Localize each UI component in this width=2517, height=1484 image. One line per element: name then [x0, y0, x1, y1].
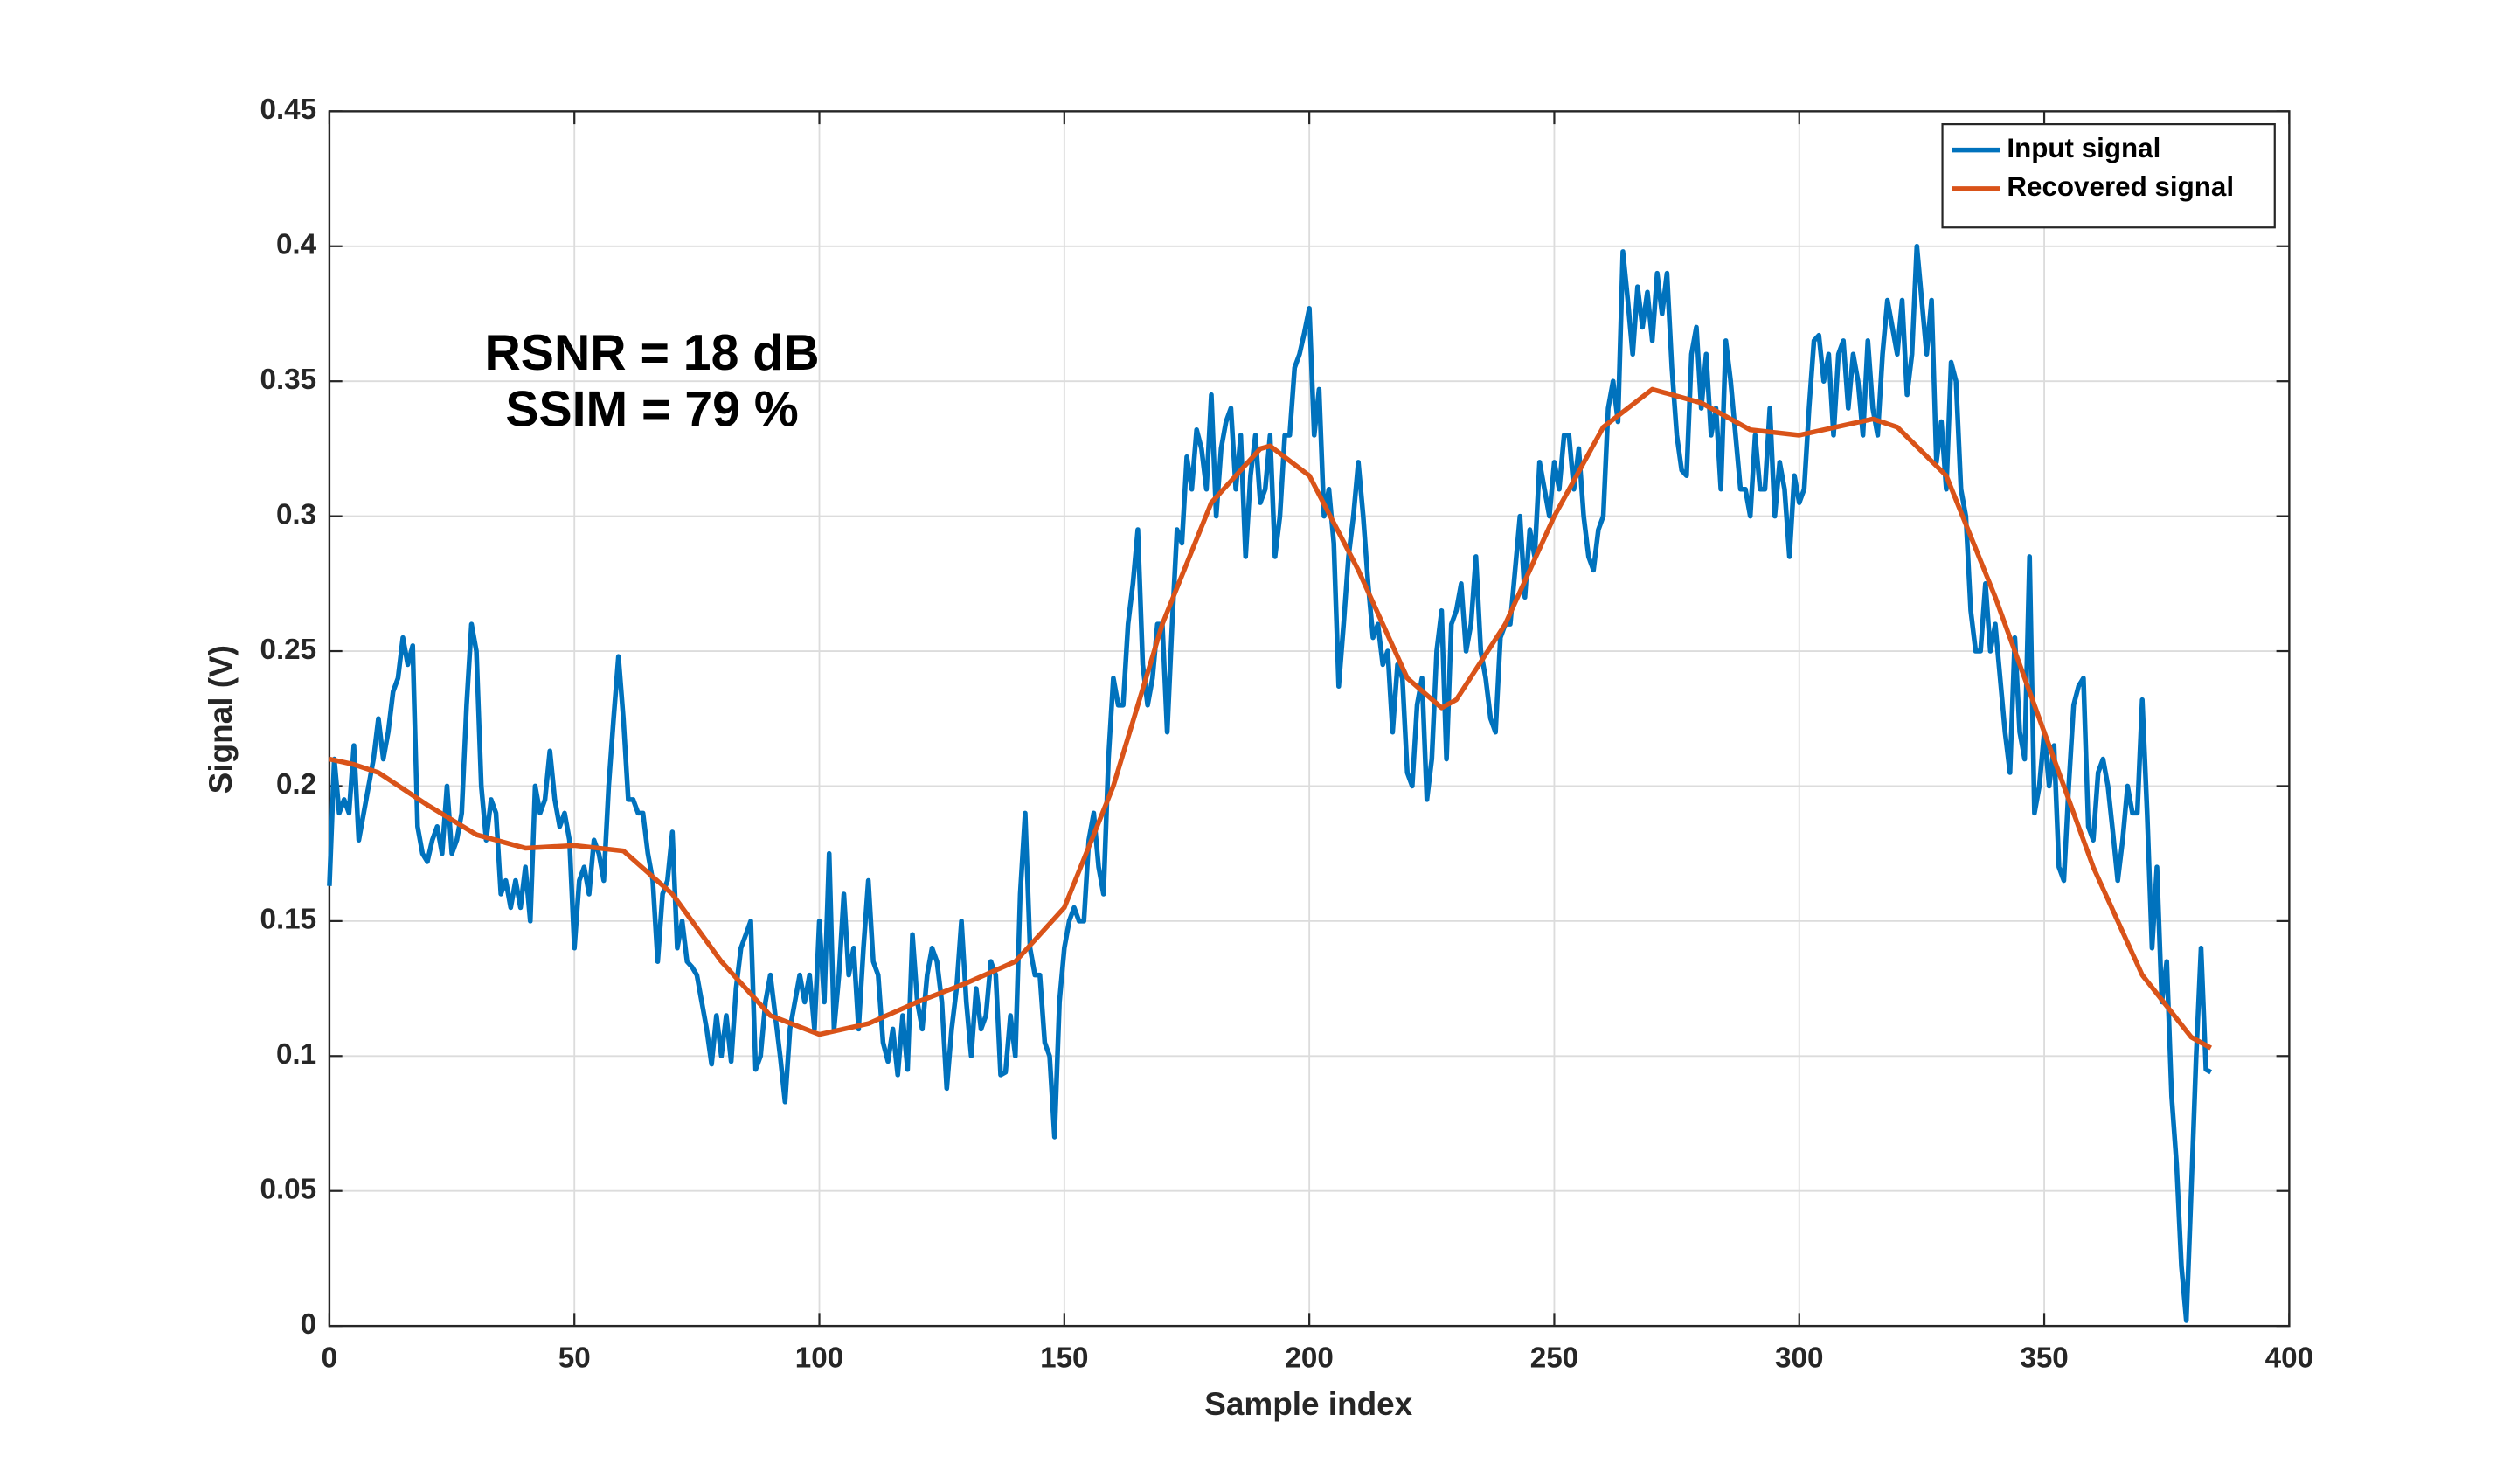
x-tick-label: 50 [558, 1342, 591, 1375]
x-tick-label: 150 [1040, 1342, 1088, 1375]
x-tick-label: 100 [795, 1342, 843, 1375]
series-line [329, 386, 2213, 1051]
x-tick-label: 200 [1285, 1342, 1333, 1375]
annotation: SSIM = 79 % [505, 382, 798, 438]
x-tick-label: 350 [2020, 1342, 2068, 1375]
legend-box [1941, 123, 2276, 229]
y-tick-label: 0.35 [260, 364, 316, 396]
legend-label: Input signal [2007, 133, 2160, 163]
x-tick-label: 300 [1775, 1342, 1823, 1375]
x-tick-label: 400 [2265, 1342, 2313, 1375]
annotation: RSNR = 18 dB [485, 325, 820, 381]
x-tick-label: 250 [1530, 1342, 1578, 1375]
y-tick-label: 0.05 [260, 1173, 316, 1205]
y-tick-label: 0.45 [260, 94, 316, 126]
y-tick-label: 0.4 [276, 229, 317, 261]
x-tick-label: 0 [322, 1342, 337, 1375]
y-tick-label: 0.2 [276, 768, 316, 801]
legend-label: Recovered signal [2007, 171, 2234, 202]
x-axis-label: Sample index [1204, 1386, 1412, 1422]
y-tick-label: 0.15 [260, 904, 316, 936]
series-line [327, 244, 2213, 1323]
y-tick-label: 0.1 [276, 1038, 316, 1071]
grid [328, 110, 2291, 1328]
plot-frame [328, 110, 2291, 1328]
y-tick-label: 0 [301, 1308, 316, 1341]
y-tick-label: 0.3 [276, 498, 316, 530]
y-tick-label: 0.25 [260, 634, 316, 666]
y-axis-label: Signal (V) [203, 645, 239, 794]
